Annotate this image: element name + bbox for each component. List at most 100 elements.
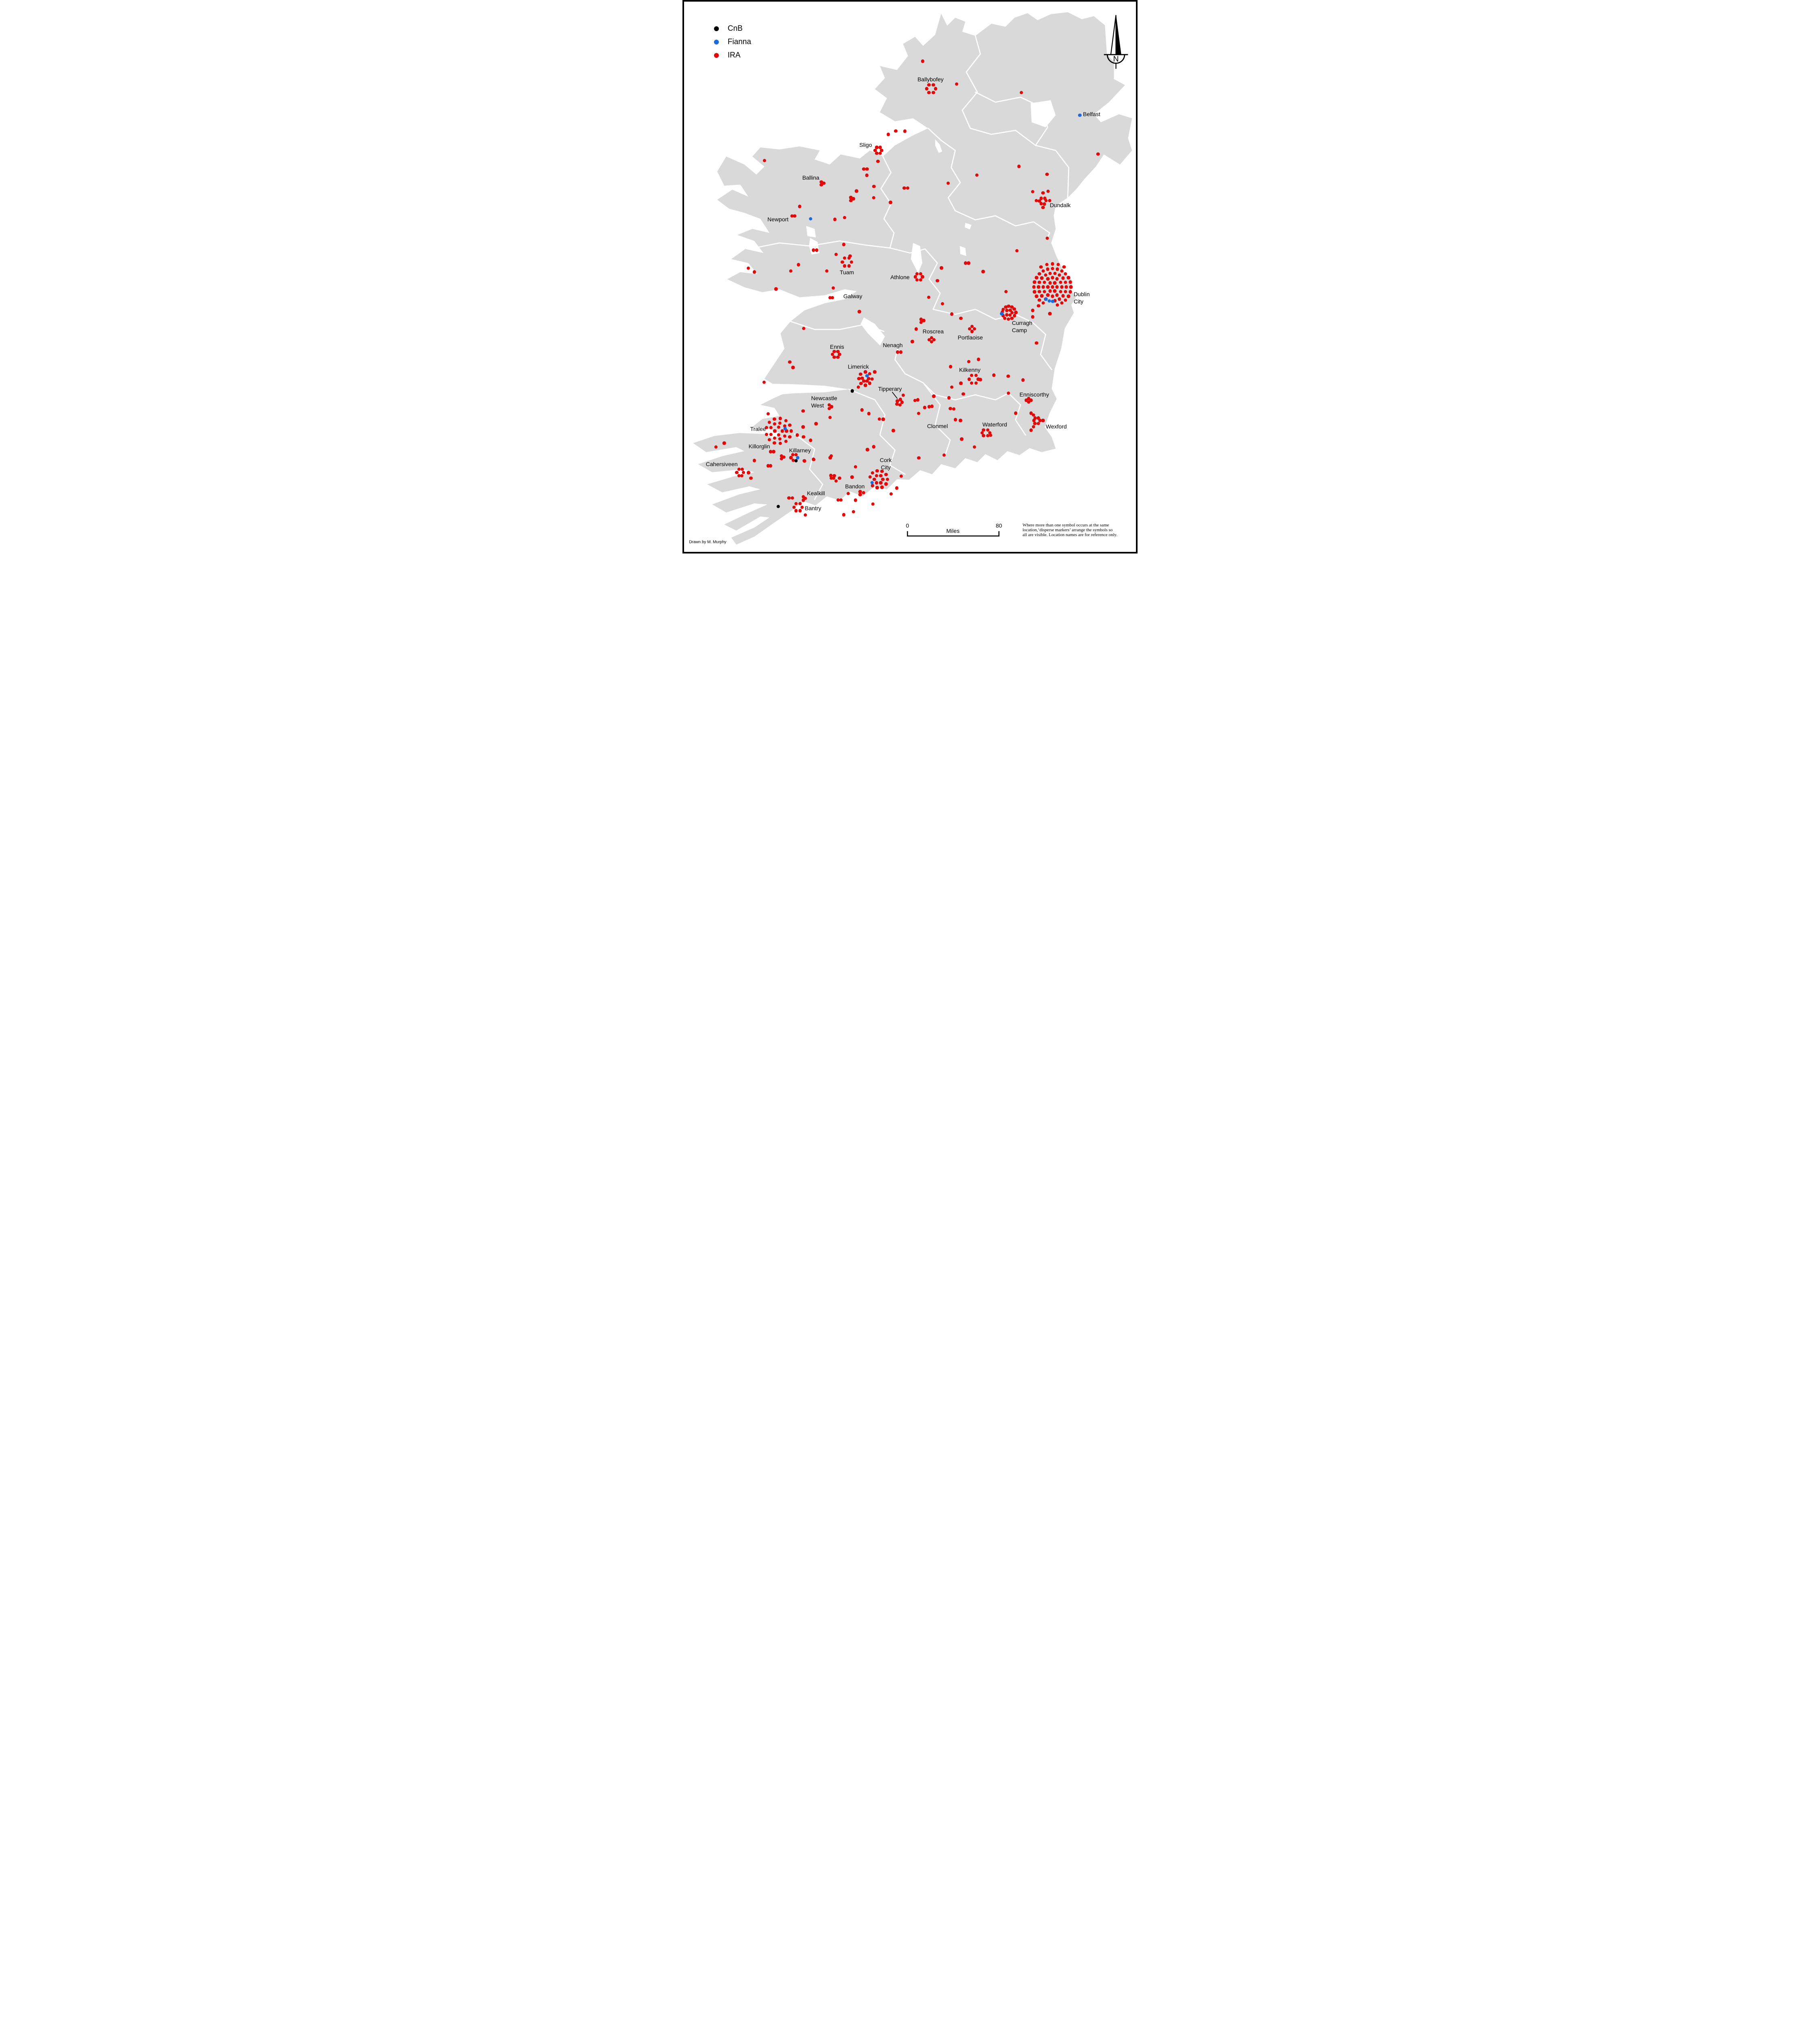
ira-dot xyxy=(1069,285,1073,289)
ira-dot xyxy=(778,417,782,420)
ira-dot xyxy=(898,403,902,407)
ira-dot xyxy=(769,433,773,436)
place-label-ennis: Ennis xyxy=(830,344,844,350)
lough-derg xyxy=(860,317,885,346)
ira-dot xyxy=(862,379,866,383)
ira-dot xyxy=(834,479,838,483)
ira-dot xyxy=(1036,416,1040,420)
ira-dot xyxy=(778,437,782,441)
place-label-bantry: Bantry xyxy=(805,505,822,512)
ira-dot xyxy=(795,433,799,437)
ira-dot xyxy=(927,405,931,409)
ira-dot xyxy=(829,473,833,477)
ira-dot xyxy=(752,459,756,462)
place-label-dundalk: Dundalk xyxy=(1050,202,1071,209)
ira-dot xyxy=(950,385,953,389)
ira-dot xyxy=(803,496,807,500)
ira-dot xyxy=(1041,206,1045,210)
ira-dot xyxy=(1046,277,1050,281)
ira-dot xyxy=(1005,309,1009,312)
ira-dot xyxy=(1001,307,1005,311)
ira-dot xyxy=(960,437,964,441)
ira-dot xyxy=(1057,273,1061,277)
ira-dot xyxy=(784,439,788,443)
ira-dot xyxy=(974,373,978,377)
ira-dot xyxy=(1045,172,1049,176)
ira-dot xyxy=(1056,263,1060,267)
ira-dot xyxy=(1062,265,1066,269)
ira-dot xyxy=(949,407,952,411)
place-label-portlaoise: Portlaoise xyxy=(958,334,983,341)
ira-dot xyxy=(1000,310,1004,314)
place-label-cork: Cork xyxy=(879,457,892,464)
fianna-dot xyxy=(1078,113,1082,117)
ira-dot xyxy=(955,82,958,86)
ira-dot xyxy=(858,310,861,314)
ira-dot xyxy=(794,509,798,513)
ira-dot xyxy=(827,407,831,410)
ira-dot xyxy=(1017,165,1021,168)
ira-dot xyxy=(932,83,935,87)
ira-dot xyxy=(913,275,917,279)
ira-dot xyxy=(1010,311,1014,314)
ira-dot xyxy=(915,278,919,282)
ira-dot xyxy=(989,433,992,437)
ira-dot xyxy=(812,458,816,462)
ira-dot xyxy=(1039,265,1043,269)
ira-dot xyxy=(1068,280,1072,284)
fianna-dot xyxy=(796,456,799,460)
ira-dot xyxy=(792,505,796,509)
ira-dot xyxy=(923,406,926,409)
ira-dot xyxy=(847,264,851,268)
ira-dot xyxy=(811,248,816,252)
ira-dot xyxy=(1001,314,1005,318)
fianna-dot xyxy=(1051,299,1055,303)
scale-start-label: 0 xyxy=(906,522,909,529)
ira-dot xyxy=(1005,313,1009,317)
ira-dot xyxy=(838,352,841,356)
ira-dot xyxy=(828,416,832,419)
ira-dot xyxy=(831,296,835,300)
ira-dot xyxy=(829,454,833,458)
attribution: Drawn by M. Murphy xyxy=(689,540,727,545)
scale-unit-label: Miles xyxy=(946,528,960,534)
ira-dot xyxy=(873,148,877,153)
ira-dot xyxy=(873,370,877,374)
ira-dot xyxy=(803,459,806,463)
ira-dot xyxy=(1038,298,1041,302)
ira-dot xyxy=(895,486,899,490)
ira-dot xyxy=(906,186,910,190)
ira-dot xyxy=(871,471,875,475)
ira-dot xyxy=(1031,309,1034,312)
disperse-markers-note: Where more than one symbol occurs at the… xyxy=(1023,523,1131,537)
lough-sheelin xyxy=(964,223,972,229)
ira-dot xyxy=(1059,280,1062,284)
ira-dot xyxy=(1006,317,1011,321)
ira-dot xyxy=(1066,295,1070,298)
ira-dot xyxy=(1046,293,1050,297)
ira-dot xyxy=(1010,305,1014,309)
ira-dot xyxy=(780,457,783,461)
ira-dot xyxy=(871,484,875,488)
ira-dot xyxy=(947,396,951,400)
ira-dot xyxy=(922,319,926,322)
ira-dot xyxy=(1031,190,1034,193)
ira-dot xyxy=(967,360,970,363)
ira-dot xyxy=(940,266,943,270)
ira-dot xyxy=(875,151,879,155)
ira-dot xyxy=(788,423,792,427)
ira-dot xyxy=(1041,191,1045,195)
ira-dot xyxy=(903,129,907,133)
ira-dot xyxy=(916,398,920,402)
fianna-dot xyxy=(865,374,869,378)
ira-dot xyxy=(852,510,856,514)
ira-dot xyxy=(1038,419,1042,422)
ira-dot xyxy=(850,260,853,264)
ira-dot xyxy=(769,450,773,454)
ira-dot xyxy=(842,243,846,246)
ira-dot xyxy=(829,476,833,480)
ira-dot xyxy=(986,428,990,432)
place-label-cahersiveen: Cahersiveen xyxy=(706,461,738,468)
ira-dot xyxy=(769,426,773,429)
ira-dot xyxy=(977,358,981,361)
